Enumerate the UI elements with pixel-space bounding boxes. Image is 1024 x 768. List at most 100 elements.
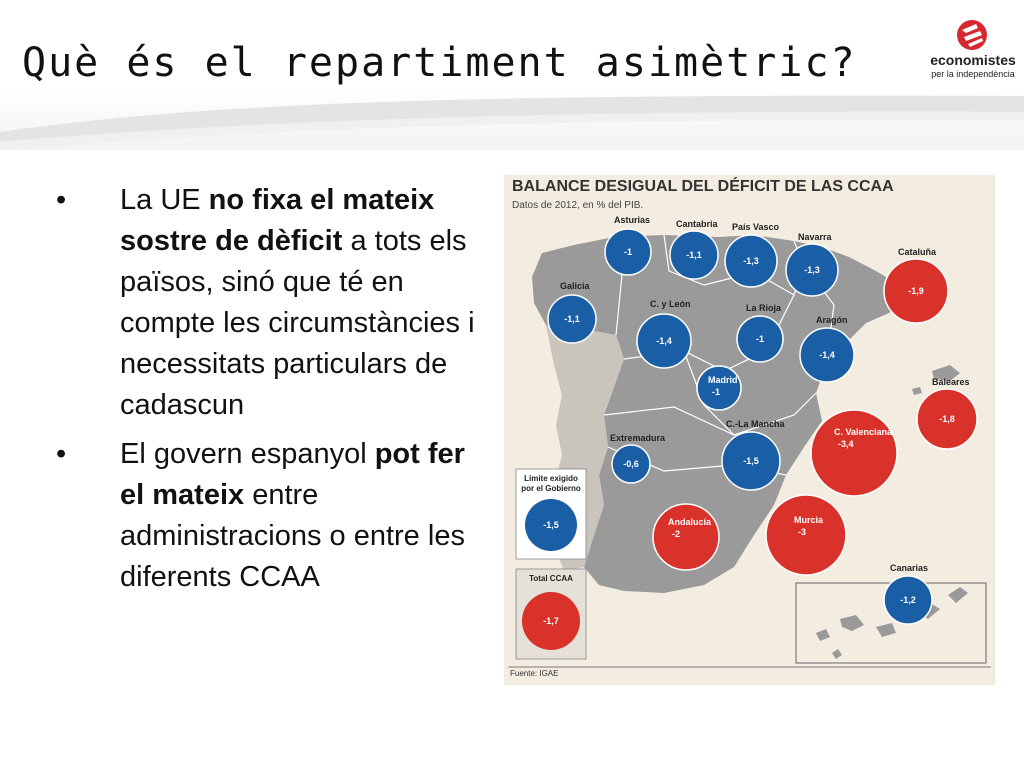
region-value-label: -1,1 [686, 250, 702, 260]
region-name-label: País Vasco [732, 222, 780, 232]
legend-item-1: Total CCAA -1,7 [515, 568, 587, 660]
region-marker-la-rioja: La Rioja -1 [736, 303, 784, 363]
region-bubble [883, 258, 949, 324]
region-name-label: Navarra [798, 232, 833, 242]
region-bubble [721, 431, 781, 491]
region-name-label: Asturias [614, 215, 650, 225]
region-name-label: Madrid [708, 375, 738, 385]
region-bubble [883, 575, 933, 625]
region-bubble [916, 388, 978, 450]
region-name-label: Aragón [816, 315, 848, 325]
region-value-label: -3,4 [838, 439, 854, 449]
region-name-label: Galicia [560, 281, 591, 291]
spain-mainland-shape [532, 235, 904, 593]
region-bubble [785, 243, 839, 297]
region-bubble [765, 494, 847, 576]
region-value-label: -1 [756, 334, 764, 344]
header-swoosh [0, 95, 1024, 150]
region-value-label: -1,3 [804, 265, 820, 275]
region-name-label: C. Valenciana [834, 427, 893, 437]
slide-title: Què és el repartiment asimètric? [22, 40, 857, 86]
bullet-item: • La UE no fixa el mateix sostre de dèfi… [52, 180, 492, 426]
region-value-label: -1 [712, 387, 720, 397]
region-name-label: Murcia [794, 515, 824, 525]
region-value-label: -1,3 [743, 256, 759, 266]
region-marker-c-la-mancha: C.-La Mancha -1,5 [721, 419, 786, 491]
region-marker-asturias: Asturias -1 [604, 215, 652, 276]
region-marker-madrid: Madrid -1 [696, 365, 742, 411]
region-name-label: Baleares [932, 377, 970, 387]
region-bubble [669, 230, 719, 280]
bullet-text-1b: no fixa el mateix sostre de dèficit [120, 184, 435, 257]
slide-header: Què és el repartiment asimètric? economi… [0, 0, 1024, 150]
region-name-label: C. y León [650, 299, 691, 309]
region-marker-c-y-leon: C. y León -1,4 [636, 299, 692, 369]
region-marker-galicia: Galicia -1,1 [547, 281, 597, 344]
region-value-label: -1,2 [900, 595, 916, 605]
region-name-label: Andalucía [668, 517, 712, 527]
map-title: BALANCE DESIGUAL DEL DÉFICIT DE LAS CCAA [512, 178, 894, 195]
baleares-shape-small [912, 387, 922, 395]
legend-value: -1,5 [543, 520, 559, 530]
region-bubble [547, 294, 597, 344]
region-name-label: Extremadura [610, 433, 666, 443]
logo-subtext: per la independència [931, 69, 1015, 79]
region-bubble [611, 444, 651, 484]
logo-mark-icon [957, 20, 987, 50]
region-marker-baleares: Baleares -1,8 [916, 377, 978, 450]
region-value-label: -1 [624, 247, 632, 257]
region-marker-aragon: Aragón -1,4 [799, 315, 855, 383]
region-value-label: -1,1 [564, 314, 580, 324]
map-source: Fuente: IGAE [510, 669, 559, 678]
region-name-label: Cantabria [676, 219, 719, 229]
map-subtitle: Datos de 2012, en % del PIB. [512, 200, 644, 211]
region-bubble [736, 315, 784, 363]
legend-bubble [522, 592, 580, 650]
region-name-label: Canarias [890, 563, 928, 573]
bullet-icon: • [56, 438, 67, 470]
region-marker-c-valenciana: C. Valenciana -3,4 [810, 409, 898, 497]
legend-value: -1,7 [543, 616, 559, 626]
region-bubble [724, 234, 778, 288]
region-marker-cataluna: Cataluña -1,9 [883, 247, 949, 324]
region-marker-navarra: Navarra -1,3 [785, 232, 839, 297]
legend-bubble [525, 499, 577, 551]
region-value-label: -1,4 [819, 350, 835, 360]
bullet-text-1c: a tots els països, sinó que té en compte… [120, 225, 475, 421]
region-marker-murcia: Murcia -3 [765, 494, 847, 576]
region-value-label: -2 [672, 529, 680, 539]
bullet-text-2a: El govern espanyol [120, 438, 375, 470]
region-value-label: -0,6 [623, 459, 639, 469]
region-bubble [636, 313, 692, 369]
bullet-text-2c: entre administracions o entre les difere… [120, 479, 465, 593]
region-bubble [652, 503, 720, 571]
bullet-text-1a: La UE [120, 184, 209, 216]
region-name-label: Cataluña [898, 247, 937, 257]
region-value-label: -3 [798, 527, 806, 537]
legend-label: Total CCAA [529, 574, 573, 583]
economistes-logo: economistes per la independència [928, 18, 1018, 82]
region-marker-pais-vasco: País Vasco -1,3 [724, 222, 780, 288]
legend-label: por el Gobierno [521, 484, 581, 493]
region-marker-extremadura: Extremadura -0,6 [610, 433, 666, 484]
region-name-label: La Rioja [746, 303, 782, 313]
region-value-label: -1,5 [743, 456, 759, 466]
deficit-map-figure: Asturias -1 Cantabria -1,1 País Vasco -1,3 Nav… [504, 175, 995, 685]
logo-text: economistes [930, 52, 1016, 68]
region-bubble [810, 409, 898, 497]
bullet-list: • La UE no fixa el mateix sostre de dèfi… [52, 180, 492, 606]
region-bubble [799, 327, 855, 383]
region-value-label: -1,4 [656, 336, 672, 346]
region-bubble [696, 365, 742, 411]
bullet-text-2b: pot fer el mateix [120, 438, 465, 511]
legend-label: Límite exigido [524, 474, 578, 483]
region-bubble [604, 228, 652, 276]
region-value-label: -1,8 [939, 414, 955, 424]
region-marker-canarias: Canarias -1,2 [883, 563, 933, 625]
region-name-label: C.-La Mancha [726, 419, 786, 429]
bullet-icon: • [56, 184, 67, 216]
region-value-label: -1,9 [908, 286, 924, 296]
region-marker-andalucia: Andalucía -2 [652, 503, 720, 571]
